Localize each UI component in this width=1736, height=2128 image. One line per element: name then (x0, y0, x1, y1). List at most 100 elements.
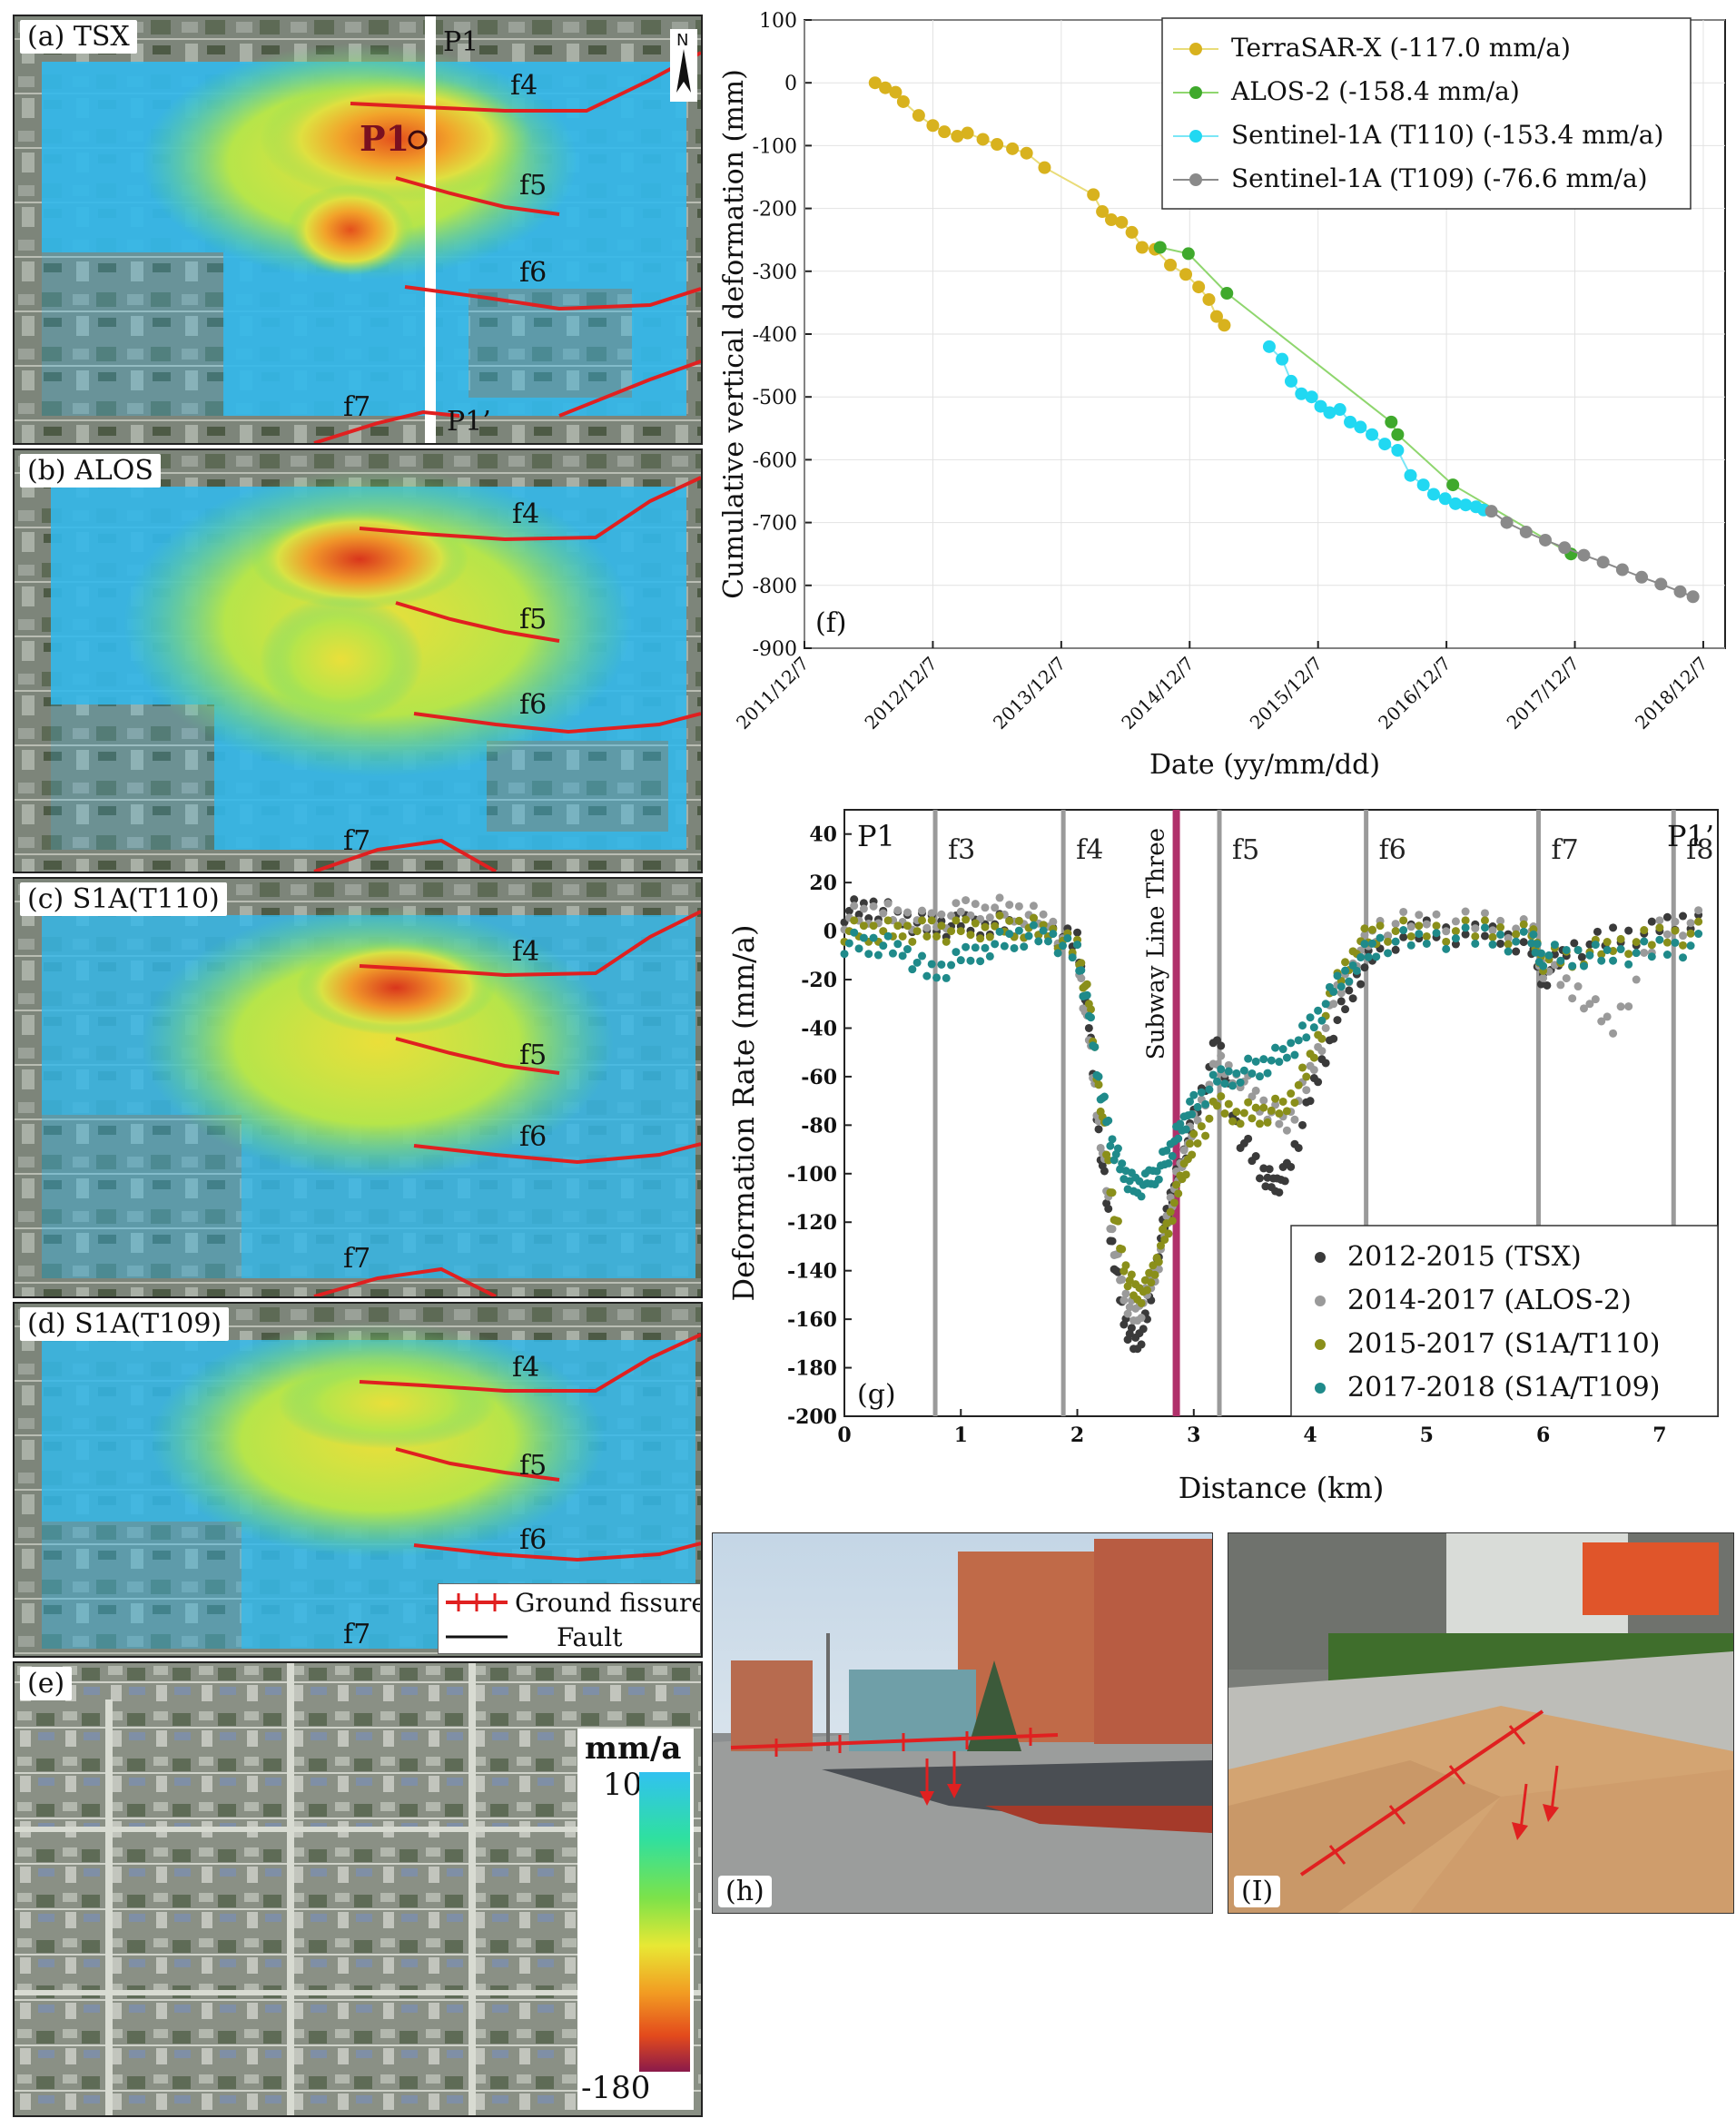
chart-g-data-point (1186, 1097, 1195, 1106)
arrow-down-icon (947, 1784, 962, 1798)
chart-g-data-point (1201, 1099, 1210, 1108)
chart-g-data-point (1329, 1034, 1338, 1043)
chart-g-data-point (1193, 1102, 1202, 1111)
chart-g-data-point (1169, 1198, 1179, 1207)
chart-g-data-point (981, 922, 990, 931)
chart-g-data-point (1239, 1108, 1248, 1118)
chart-g-data-point (1309, 1053, 1318, 1062)
chart-g-data-point (1376, 933, 1385, 942)
chart-g-data-point (840, 950, 849, 959)
chart-g-data-point (893, 906, 903, 915)
chart-g-data-point (854, 944, 863, 953)
chart-g-data-point (1094, 1080, 1103, 1089)
chart-g-data-point (1113, 1217, 1122, 1226)
chart-g-data-point (922, 931, 932, 941)
chart-g-data-point (1367, 925, 1376, 934)
chart-g-ytick-label: -40 (801, 1017, 837, 1040)
chart-g-data-point (1137, 1192, 1146, 1201)
chart-g-data-point (1461, 916, 1470, 925)
chart-g-data-point (1239, 1066, 1248, 1075)
chart-f-ytick-label: -700 (753, 513, 797, 536)
chart-f-data-point (1262, 340, 1276, 353)
chart-g-data-point (1597, 1017, 1606, 1026)
chart-g-data-point (1671, 938, 1680, 947)
chart-g-data-point (1267, 1056, 1276, 1065)
chart-g-data-point (1609, 956, 1618, 965)
chart-g-data-point (1186, 1139, 1195, 1148)
chart-g-data-point (1544, 951, 1554, 960)
fault-label-f6: f6 (519, 1524, 547, 1556)
chart-f-data-point (879, 81, 893, 94)
chart-g-data-point (1294, 1036, 1303, 1045)
chart-g-data-point (966, 956, 975, 965)
chart-g-data-point (942, 973, 951, 982)
chart-g-data-point (1121, 1261, 1130, 1270)
chart-g-data-point (971, 943, 980, 952)
chart-g-data-point (1267, 1106, 1276, 1115)
chart-f-data-point (926, 119, 940, 133)
chart-g-data-point (966, 931, 975, 940)
chart-g-ytick-label: -60 (801, 1066, 837, 1089)
chart-f-svg: 100 0 -100 -200 -300 -400 -500 -600 -700 -800 -900… (718, 10, 1726, 781)
chart-f-data-point (1539, 533, 1553, 547)
chart-g-data-point (1282, 1053, 1291, 1062)
chart-g-data-point (1337, 997, 1346, 1006)
chart-g-data-point (1024, 931, 1033, 941)
chart-g-data-point (971, 919, 980, 928)
chart-g-data-point (1333, 971, 1342, 980)
chart-g-data-point (1624, 950, 1633, 959)
chart-g-data-point (1189, 1129, 1198, 1138)
chart-g-data-point (985, 932, 994, 941)
chart-g-data-point (883, 899, 893, 908)
chart-g-xtick-label: 0 (837, 1424, 851, 1447)
chart-g-data-point (1399, 916, 1408, 925)
chart-g-data-point (1480, 923, 1489, 932)
chart-g-data-point (1356, 980, 1366, 989)
chart-g-data-point (976, 957, 985, 966)
chart-g-ytick-label: -180 (787, 1357, 837, 1381)
chart-g-data-point (1228, 1081, 1238, 1090)
chart-g-data-point (1193, 1116, 1202, 1125)
chart-g-data-point (1432, 929, 1441, 938)
chart-g-data-point (844, 906, 853, 915)
chart-f-ytick-label: -500 (753, 387, 797, 409)
chart-g-data-point (1118, 1159, 1127, 1168)
chart-g-data-point (1265, 1165, 1274, 1174)
chart-g-xtick-label: 7 (1652, 1424, 1666, 1447)
chart-f-data-point (912, 109, 925, 123)
chart-g-xtick-label: 6 (1536, 1424, 1550, 1447)
chart-g-ytick-label: -140 (787, 1260, 837, 1284)
chart-f-data-point (1596, 556, 1610, 569)
chart-g-data-point (1271, 1043, 1280, 1052)
chart-g-ytick-label: -160 (787, 1308, 837, 1332)
chart-f-data-point (1125, 225, 1139, 239)
chart-f-legend-box (1161, 17, 1692, 210)
chart-g-data-point (1228, 1117, 1238, 1126)
chart-g-ytick-label: 20 (809, 872, 837, 895)
chart-g-data-point (1556, 956, 1565, 965)
fault-label-f7: f7 (343, 1619, 370, 1650)
chart-g-data-point (1147, 1278, 1156, 1287)
chart-g-data-point (879, 941, 888, 951)
chart-g-data-point (962, 896, 971, 905)
chart-g-data-point (1360, 924, 1369, 933)
chart-g-data-point (1176, 1119, 1185, 1128)
chart-g-xtick-label: 2 (1070, 1424, 1084, 1447)
chart-g-data-point (1244, 1098, 1253, 1107)
chart-g-data-point (1539, 973, 1548, 982)
chart-g-data-point (1090, 1042, 1100, 1051)
chart-g-data-point (1259, 1055, 1268, 1064)
chart-g-data-point (1471, 939, 1480, 948)
chart-g-data-point (1585, 1000, 1594, 1009)
chart-g-data-point (1579, 1004, 1588, 1013)
chart-g-data-point (1179, 1146, 1189, 1155)
chart-f-legend-label: TerraSAR-X (-117.0 mm/a) (1231, 33, 1571, 63)
chart-g-data-point (1591, 995, 1600, 1004)
chart-g-data-point (1345, 977, 1354, 986)
chart-g-data-point (1077, 966, 1086, 975)
chart-f-panel-label: (f) (815, 607, 847, 639)
chart-g-data-point (1278, 1045, 1287, 1054)
chart-g-data-point (1391, 945, 1400, 954)
chart-g-data-point (922, 971, 932, 980)
chart-g-data-point (922, 923, 932, 932)
